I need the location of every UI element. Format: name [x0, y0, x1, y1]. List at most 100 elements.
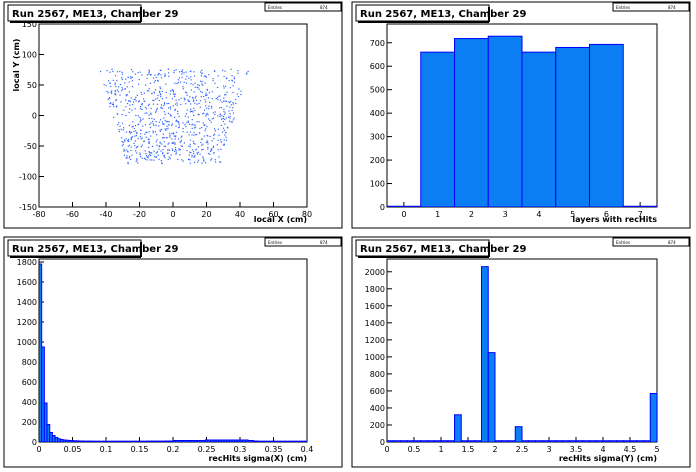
scatter-point	[160, 77, 163, 79]
scatter-point	[132, 71, 134, 73]
scatter-point	[174, 95, 176, 98]
x-tick-label: 0.4	[301, 445, 314, 454]
scatter-point	[108, 97, 111, 99]
scatter-point	[137, 162, 139, 164]
scatter-point	[232, 91, 234, 94]
scatter-point	[152, 103, 155, 105]
y-tick-label: 500	[370, 86, 385, 95]
scatter-point	[141, 137, 143, 139]
scatter-point	[172, 133, 175, 135]
scatter-point	[212, 80, 214, 82]
scatter-point	[173, 71, 175, 74]
scatter-point	[156, 134, 158, 136]
scatter-point	[133, 98, 135, 101]
x-tick-label: 1	[435, 210, 440, 219]
scatter-point	[180, 97, 182, 99]
scatter-point	[217, 115, 219, 117]
scatter-point	[193, 75, 196, 77]
scatter-point	[128, 144, 131, 146]
scatter-point	[178, 115, 180, 118]
scatter-point	[213, 128, 216, 130]
x-tick-label: 5	[654, 445, 659, 454]
scatter-point	[146, 112, 148, 114]
scatter-point	[151, 117, 153, 120]
scatter-point	[168, 142, 170, 144]
scatter-point	[131, 135, 133, 138]
scatter-point	[131, 76, 133, 78]
scatter-point	[176, 102, 178, 104]
y-tick-label: 300	[370, 133, 385, 142]
scatter-point	[148, 72, 150, 74]
scatter-point	[160, 104, 163, 106]
scatter-point	[222, 116, 225, 118]
scatter-point	[208, 108, 210, 110]
scatter-point	[141, 108, 143, 111]
scatter-point	[167, 120, 169, 123]
scatter-point	[204, 101, 207, 103]
scatter-point	[201, 81, 203, 83]
scatter-point	[121, 71, 123, 74]
scatter-point	[109, 105, 111, 108]
scatter-point	[193, 107, 195, 109]
scatter-point	[127, 162, 129, 165]
scatter-point	[211, 158, 213, 160]
histogram-bar	[467, 440, 476, 442]
scatter-point	[148, 90, 150, 92]
scatter-point	[165, 129, 167, 132]
scatter-point	[123, 154, 126, 156]
scatter-point	[162, 123, 164, 125]
scatter-point	[134, 98, 136, 100]
scatter-point	[135, 147, 137, 149]
scatter-point	[113, 116, 115, 118]
y-tick-label: 1600	[17, 278, 37, 287]
scatter-point	[214, 130, 216, 132]
scatter-point	[132, 101, 135, 103]
scatter-point	[133, 130, 135, 133]
scatter-point	[223, 108, 225, 111]
scatter-point	[113, 105, 115, 108]
scatter-point	[188, 100, 190, 102]
scatter-point	[146, 77, 148, 79]
histogram-bar	[41, 346, 45, 442]
scatter-point	[194, 124, 196, 126]
scatter-point	[180, 70, 183, 73]
scatter-point	[178, 122, 180, 124]
scatter-point	[175, 150, 177, 152]
scatter-point	[159, 90, 161, 92]
scatter-point	[171, 149, 174, 152]
scatter-point	[227, 127, 229, 129]
scatter-point	[190, 79, 192, 81]
scatter-point	[146, 90, 148, 92]
scatter-point	[203, 75, 205, 77]
scatter-point	[152, 130, 154, 132]
scatter-point	[132, 103, 134, 106]
scatter-point	[206, 140, 208, 142]
scatter-point	[153, 118, 155, 120]
histogram-bar	[494, 440, 503, 442]
scatter-point	[164, 128, 166, 130]
scatter-point	[126, 157, 128, 159]
scatter-point	[222, 100, 225, 102]
scatter-point	[109, 82, 111, 84]
scatter-point	[198, 88, 200, 90]
scatter-point	[202, 84, 204, 86]
scatter-point	[228, 101, 230, 103]
scatter-point	[194, 126, 197, 128]
scatter-point	[127, 139, 130, 141]
scatter-point	[156, 144, 158, 146]
x-tick-label: 60	[268, 210, 278, 219]
scatter-point	[186, 75, 188, 77]
scatter-point	[190, 89, 192, 91]
scatter-point	[149, 82, 152, 84]
scatter-point	[174, 143, 176, 145]
scatter-point	[219, 95, 221, 97]
scatter-point	[171, 133, 173, 135]
scatter-point	[136, 94, 138, 97]
scatter-point	[197, 84, 199, 86]
scatter-point	[127, 161, 129, 164]
scatter-point	[147, 146, 150, 149]
scatter-point	[182, 88, 184, 90]
scatter-point	[163, 111, 166, 113]
scatter-point	[233, 81, 236, 83]
scatter-point	[144, 100, 146, 102]
